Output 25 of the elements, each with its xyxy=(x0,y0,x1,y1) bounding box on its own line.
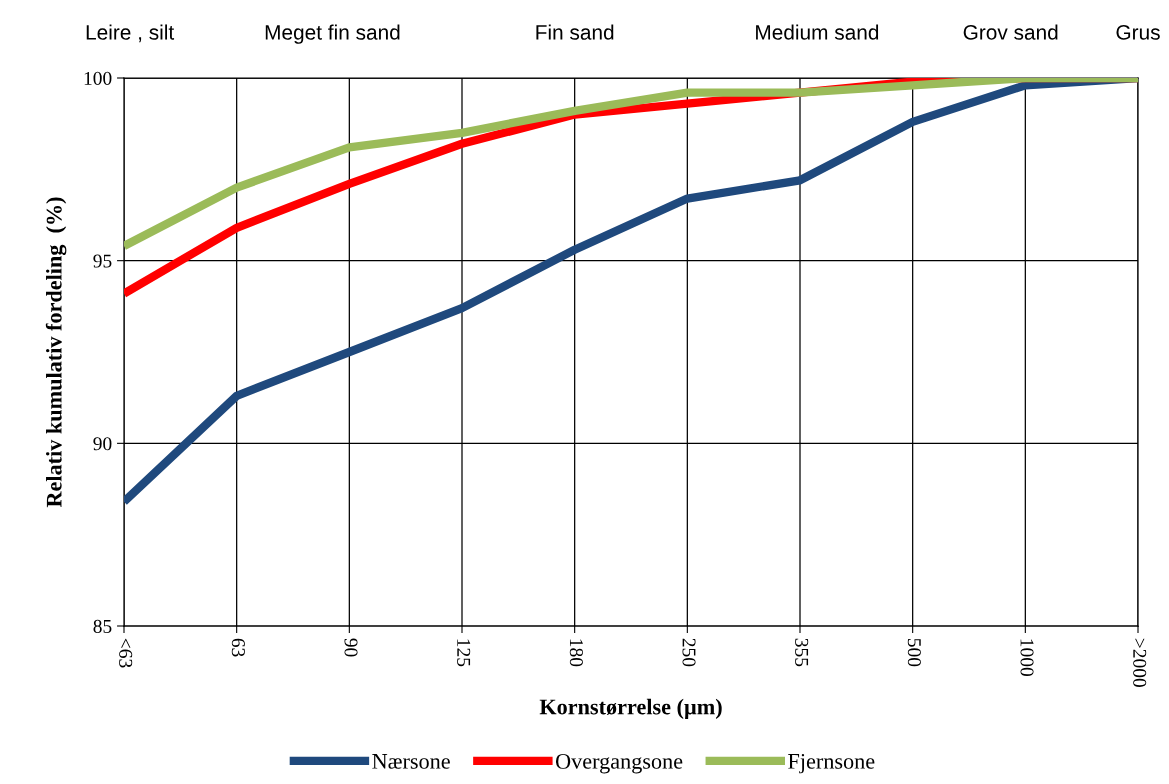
x-tick-label: 90 xyxy=(344,638,358,657)
x-tick-label: 125 xyxy=(457,639,471,667)
legend-label: Fjernsone xyxy=(788,753,875,774)
x-tick-label: 250 xyxy=(682,638,696,667)
legend-label: Overgangsone xyxy=(556,753,683,774)
y-tick-label: 85 xyxy=(93,619,112,633)
x-tick-label: >2000 xyxy=(1133,638,1147,687)
x-tick-label: 355 xyxy=(795,638,809,667)
x-tick-label: 500 xyxy=(907,638,921,667)
text: Fin sand xyxy=(536,24,614,40)
x-tick-label: 63 xyxy=(231,638,245,657)
legend-label: Nærsone xyxy=(372,754,450,769)
x-axis-title: Kornstørrelse (µm) xyxy=(539,698,722,719)
text: Grus xyxy=(1116,25,1160,40)
text: Leire , silt xyxy=(86,24,175,43)
y-tick-label: 100 xyxy=(84,71,112,85)
x-tick-label: 180 xyxy=(569,639,583,667)
text: Grov sand xyxy=(963,24,1058,40)
text: Meget fin sand xyxy=(265,24,400,44)
x-tick-label: 1000 xyxy=(1020,639,1034,676)
y-tick-label: 90 xyxy=(93,437,112,451)
y-axis-title: Relativ kumulativ fordeling (%) xyxy=(45,197,67,508)
y-tick-label: 95 xyxy=(93,254,112,268)
text: Medium sand xyxy=(756,24,879,40)
x-tick-label: <63 xyxy=(119,638,133,668)
